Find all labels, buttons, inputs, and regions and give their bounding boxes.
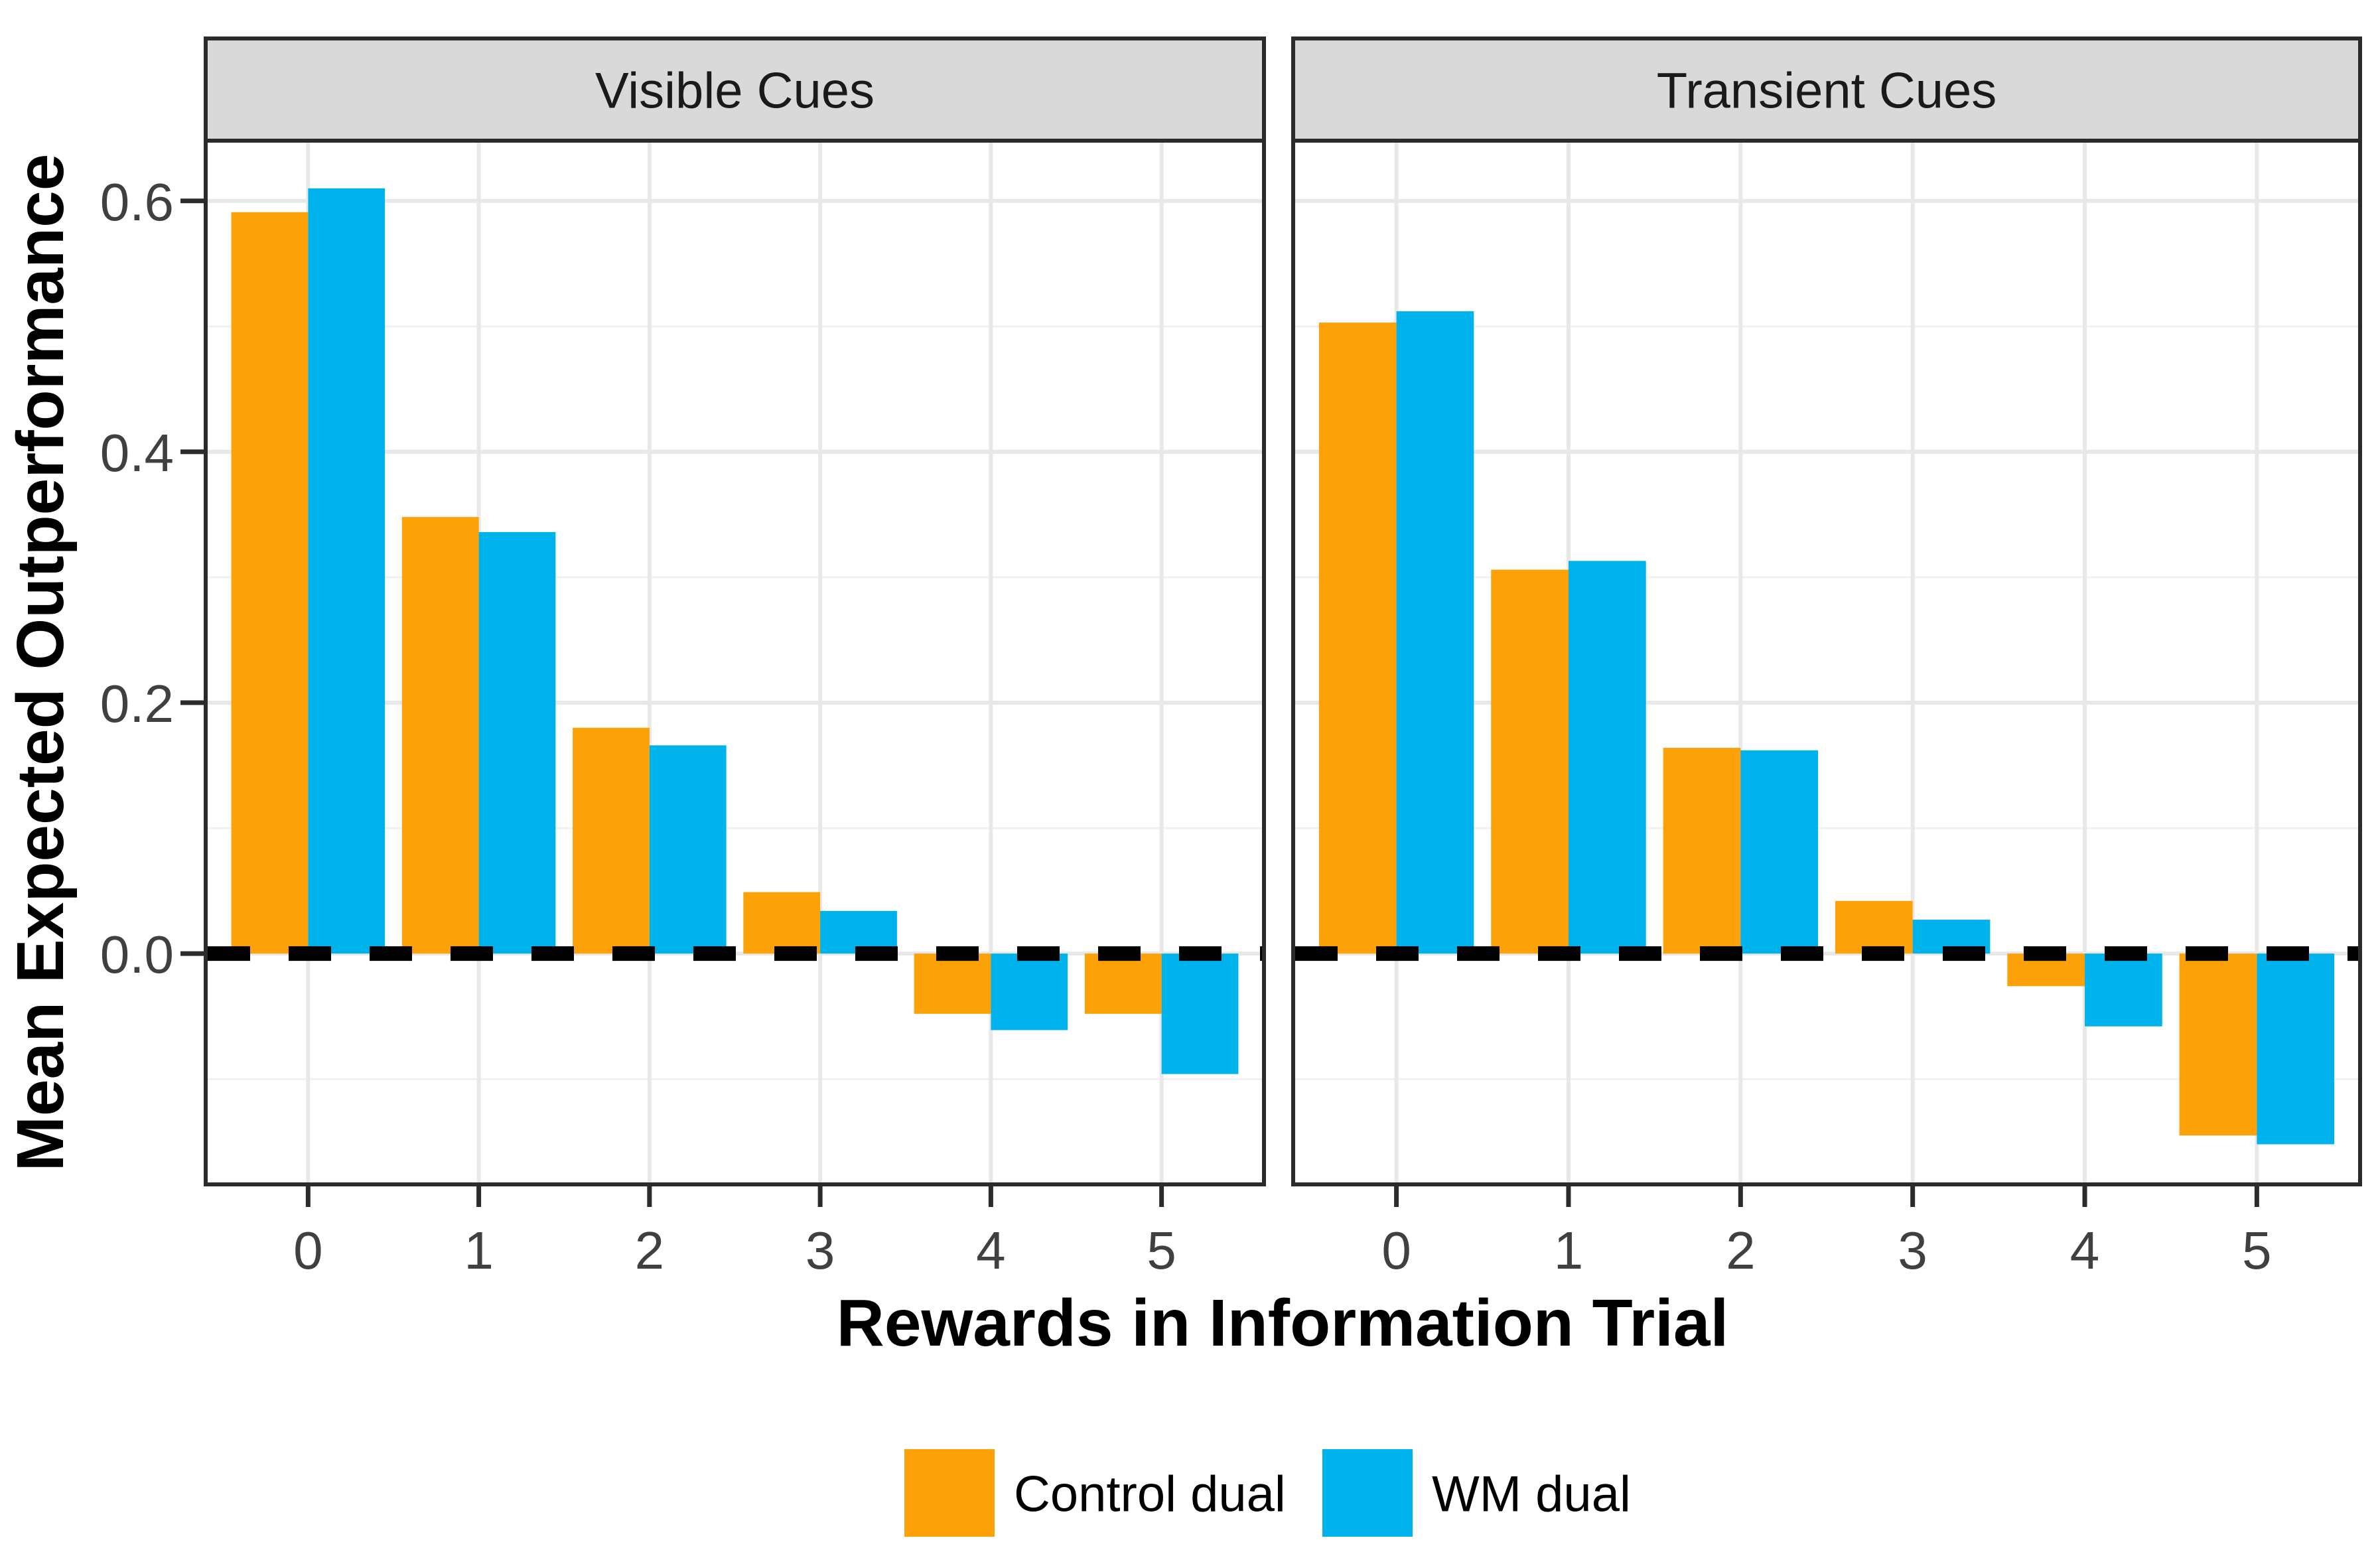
legend-label-control-dual: Control dual	[1014, 1466, 1286, 1522]
bar-wm-dual	[2257, 953, 2335, 1145]
facet-strip	[1291, 36, 2362, 143]
bar-control-dual	[231, 212, 309, 954]
bar-wm-dual	[1740, 750, 1819, 954]
bar-wm-dual	[308, 188, 385, 954]
facet-strip-label: Transient Cues	[1657, 62, 1997, 119]
x-axis-tick-label: 1	[464, 1221, 494, 1280]
bar-control-dual	[1318, 322, 1397, 954]
legend-label-wm-dual: WM dual	[1432, 1466, 1631, 1522]
x-axis-tick-label: 1	[1554, 1221, 1584, 1280]
x-axis-title: Rewards in Information Trial	[837, 1286, 1729, 1360]
bar-control-dual	[401, 517, 479, 954]
x-axis-tick-label: 5	[2242, 1221, 2272, 1280]
x-axis-tick-label: 4	[2070, 1221, 2100, 1280]
bar-wm-dual	[991, 953, 1068, 1030]
bar-wm-dual	[649, 745, 727, 954]
x-axis-tick-label: 3	[1898, 1221, 1927, 1280]
facet-strip	[204, 36, 1266, 143]
x-axis-tick-label: 0	[1381, 1221, 1411, 1280]
legend-key-control-dual	[904, 1449, 995, 1537]
bar-control-dual	[573, 727, 650, 954]
bar-control-dual	[1084, 953, 1162, 1014]
x-axis-tick-label: 2	[635, 1221, 665, 1280]
y-axis-tick-label: 0.6	[100, 173, 174, 232]
bar-control-dual	[1491, 569, 1569, 954]
x-axis-tick-label: 5	[1147, 1221, 1176, 1280]
y-axis-tick-label: 0.0	[100, 925, 174, 984]
y-axis-title: Mean Expected Outperformance	[3, 154, 78, 1172]
bar-control-dual	[2179, 953, 2257, 1136]
bar-wm-dual	[2085, 953, 2162, 1026]
bar-wm-dual	[478, 531, 556, 954]
panel-border	[1291, 139, 2362, 1186]
bar-control-dual	[1835, 900, 1913, 954]
bar-wm-dual	[1396, 311, 1474, 954]
legend-key-wm-dual	[1322, 1449, 1413, 1537]
x-axis-tick-label: 3	[805, 1221, 835, 1280]
y-axis-tick-label: 0.2	[100, 674, 174, 733]
x-axis-tick-label: 4	[976, 1221, 1006, 1280]
bar-control-dual	[743, 892, 821, 954]
bar-control-dual	[1663, 748, 1741, 954]
facet-strip-label: Visible Cues	[595, 62, 875, 119]
x-axis-tick-label: 2	[1726, 1221, 1756, 1280]
x-axis-tick-label: 0	[293, 1221, 323, 1280]
bar-wm-dual	[1568, 561, 1646, 954]
bar-wm-dual	[1161, 953, 1239, 1074]
panel-border	[204, 139, 1266, 1186]
bar-control-dual	[914, 953, 991, 1014]
y-axis-tick-label: 0.4	[100, 423, 174, 482]
